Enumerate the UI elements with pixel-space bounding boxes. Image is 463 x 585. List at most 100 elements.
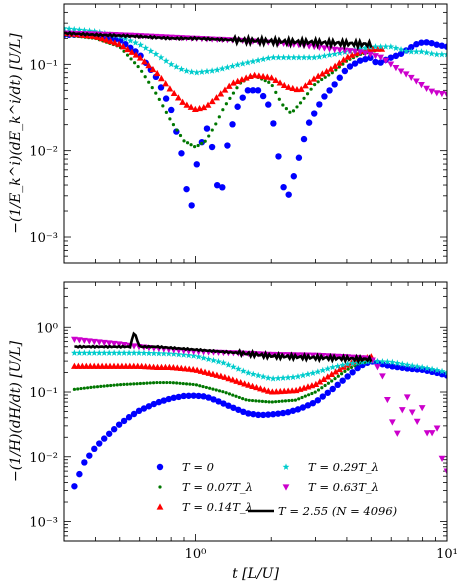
data-point — [257, 385, 264, 392]
data-point — [217, 90, 225, 97]
data-point — [165, 350, 173, 357]
data-point — [138, 381, 142, 386]
data-point — [150, 86, 154, 90]
data-point — [239, 367, 247, 374]
data-point — [306, 78, 314, 86]
data-point — [284, 374, 292, 381]
data-point — [162, 80, 170, 87]
data-point — [321, 52, 328, 59]
data-point — [148, 381, 152, 385]
data-point — [377, 59, 384, 66]
data-point — [316, 80, 320, 84]
data-point — [269, 375, 277, 382]
data-point — [195, 392, 202, 400]
data-point — [393, 430, 401, 437]
axis-ticks — [63, 281, 448, 542]
data-point — [275, 153, 282, 160]
data-point — [168, 380, 172, 385]
data-point — [264, 400, 268, 404]
data-point — [310, 75, 318, 82]
data-point — [126, 37, 134, 44]
data-point — [257, 399, 261, 403]
data-point — [397, 46, 405, 53]
plot-area — [70, 331, 447, 490]
data-point — [130, 349, 138, 356]
data-point — [337, 65, 341, 69]
data-point — [279, 409, 287, 417]
data-point — [300, 135, 308, 143]
data-point — [310, 43, 318, 51]
data-point — [162, 57, 170, 64]
data-point — [234, 77, 242, 84]
axes-frame — [63, 281, 448, 542]
data-point — [254, 399, 258, 403]
data-point — [168, 117, 172, 121]
legend-entry: T = 2.55 (N = 4096) — [248, 504, 397, 518]
data-point — [95, 339, 103, 346]
data-point — [95, 385, 100, 389]
legend-label: T = 0.63T_λ — [308, 480, 379, 494]
data-point — [349, 369, 356, 376]
data-point — [133, 61, 137, 65]
data-point — [105, 430, 113, 437]
data-point — [205, 394, 212, 401]
legend-entry: T = 0.29T_λ — [282, 460, 379, 474]
data-point — [331, 50, 339, 57]
data-point — [217, 389, 222, 393]
data-point — [238, 76, 246, 83]
data-point — [250, 398, 255, 403]
data-point — [210, 128, 214, 132]
data-point — [140, 69, 144, 73]
data-point — [132, 51, 140, 58]
data-point — [303, 394, 307, 398]
data-point — [387, 43, 395, 50]
data-point — [190, 392, 197, 399]
data-point — [443, 50, 447, 58]
data-point — [221, 108, 225, 112]
data-point — [185, 392, 192, 399]
data-point — [170, 350, 178, 357]
data-point — [433, 50, 441, 58]
data-point — [225, 402, 232, 409]
data-point — [407, 48, 415, 55]
data-point — [112, 383, 116, 387]
data-point — [141, 58, 148, 65]
data-point — [382, 43, 390, 50]
data-point — [259, 373, 267, 380]
data-point — [81, 26, 88, 34]
legend: T = 0 T = 0.29T_λ T = 0.07T_λ T = 0.63T_λ T … — [156, 460, 397, 518]
data-point — [294, 372, 302, 380]
data-point — [294, 406, 302, 413]
data-point — [178, 150, 185, 157]
data-point — [321, 93, 328, 100]
data-point — [305, 119, 313, 126]
data-point — [403, 394, 411, 401]
data-point — [314, 397, 322, 404]
data-point — [109, 383, 113, 388]
data-point — [433, 90, 441, 97]
data-point — [265, 101, 272, 108]
data-point — [259, 55, 267, 63]
data-point — [120, 349, 128, 356]
data-point — [443, 43, 447, 50]
data-point — [96, 440, 103, 447]
data-point — [264, 54, 272, 62]
data-point — [393, 359, 401, 367]
data-point — [157, 53, 165, 61]
data-point — [402, 47, 410, 55]
data-point — [203, 125, 211, 132]
y-tick-label: 10⁻³ — [29, 516, 58, 531]
data-point — [136, 64, 140, 69]
data-point — [313, 83, 317, 87]
data-point — [299, 371, 307, 379]
data-point — [309, 399, 317, 407]
series-0 — [71, 358, 447, 490]
data-point — [235, 86, 239, 90]
data-point — [201, 384, 205, 389]
data-point — [205, 355, 212, 363]
legend-entry: T = 0 — [156, 460, 214, 474]
data-point — [211, 387, 215, 391]
data-point — [143, 75, 147, 79]
data-point — [327, 65, 335, 72]
data-point — [249, 382, 256, 389]
